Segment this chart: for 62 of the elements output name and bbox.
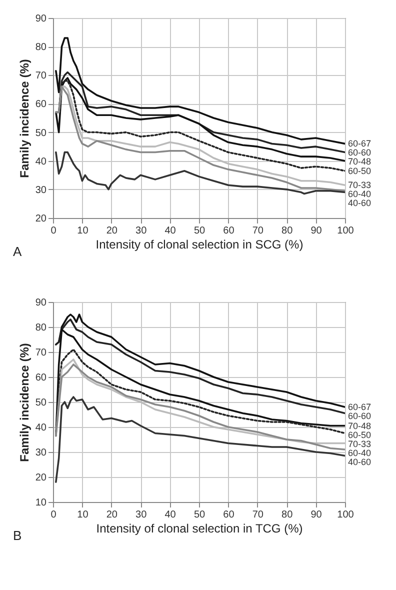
series-label: 60-67 — [348, 138, 372, 149]
y-axis-title: Family incidence (%) — [17, 343, 32, 462]
y-tick-label: 40 — [35, 422, 47, 434]
y-tick-label: 40 — [35, 156, 47, 168]
x-tick-label: 20 — [106, 510, 118, 520]
series-label: 70-33 — [348, 180, 372, 190]
y-axis-title: Family incidence (%) — [17, 59, 32, 178]
y-tick-label: 90 — [35, 14, 47, 24]
x-tick-label: 60 — [223, 510, 235, 520]
x-tick-label: 10 — [77, 510, 89, 520]
x-tick-label: 30 — [136, 226, 148, 236]
x-tick-label: 50 — [194, 510, 206, 520]
y-tick-label: 20 — [35, 472, 47, 484]
x-tick-label: 70 — [252, 226, 264, 236]
line-series — [55, 151, 345, 195]
series-label: 60-40 — [348, 189, 372, 200]
x-axis-title: Intensity of clonal selection in TCG (%) — [96, 522, 303, 536]
x-tick-label: 60 — [223, 226, 235, 236]
x-tick-label: 100 — [337, 510, 354, 520]
line-series — [55, 37, 345, 145]
series-label: 70-33 — [348, 438, 372, 449]
series-label: 60-67 — [348, 402, 372, 412]
x-tick-label: 90 — [310, 510, 322, 520]
y-tick-label: 60 — [35, 372, 47, 384]
y-tick-label: 70 — [35, 70, 47, 82]
series-label: 60-50 — [348, 430, 372, 440]
x-tick-label: 40 — [164, 226, 176, 236]
y-tick-label: 60 — [35, 99, 47, 110]
y-tick-label: 50 — [35, 128, 47, 139]
x-tick-label: 80 — [282, 510, 294, 520]
series-label: 60-60 — [348, 411, 372, 421]
x-tick-label: 0 — [50, 226, 57, 236]
x-tick-label: 20 — [106, 226, 118, 236]
x-tick-label: 100 — [337, 226, 354, 236]
x-tick-label: 50 — [194, 226, 206, 236]
series-label: 60-60 — [348, 148, 372, 158]
x-tick-label: 30 — [136, 510, 148, 520]
y-tick-label: 50 — [35, 398, 47, 408]
x-tick-label: 80 — [282, 226, 294, 236]
series-label: 40-60 — [348, 456, 372, 467]
line-series — [55, 396, 345, 483]
series-label: 70-48 — [348, 420, 372, 431]
x-tick-label: 90 — [310, 226, 322, 236]
text: A — [13, 244, 22, 259]
y-tick-label: 30 — [35, 448, 47, 458]
x-tick-label: 10 — [77, 226, 89, 236]
series-label: 40-60 — [348, 198, 372, 208]
y-tick-label: 80 — [35, 42, 47, 54]
x-tick-label: 40 — [164, 510, 176, 520]
y-tick-label: 80 — [35, 322, 47, 334]
series-label: 60-50 — [348, 166, 372, 176]
x-axis-title: Intensity of clonal selection in SCG (%) — [96, 238, 304, 252]
series-label: 60-40 — [348, 448, 372, 458]
x-tick-label: 70 — [252, 510, 264, 520]
y-tick-label: 10 — [35, 498, 47, 508]
y-tick-label: 70 — [35, 348, 47, 358]
text: B — [13, 528, 22, 543]
y-tick-label: 30 — [35, 184, 47, 196]
y-tick-label: 90 — [35, 298, 47, 308]
series-label: 70-48 — [348, 156, 372, 167]
x-tick-label: 0 — [50, 510, 57, 520]
y-tick-label: 20 — [35, 214, 47, 224]
